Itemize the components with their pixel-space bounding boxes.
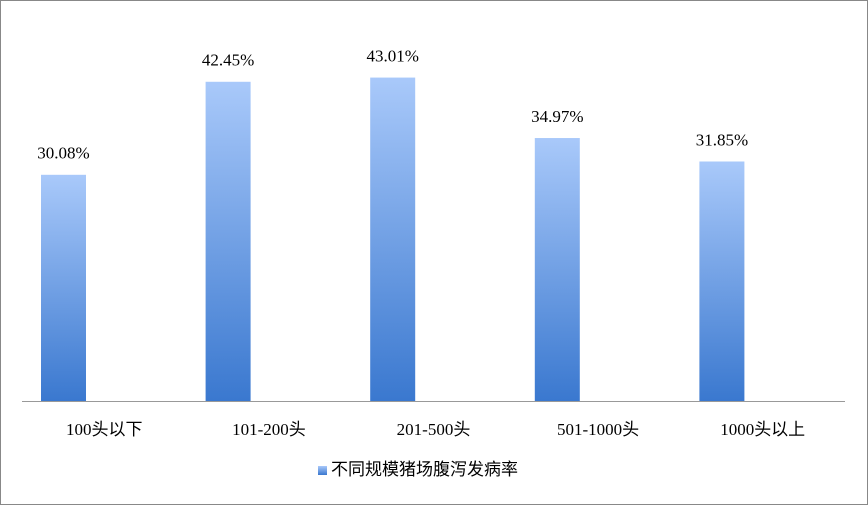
bar — [534, 138, 580, 401]
value-label: 31.85% — [696, 130, 748, 149]
bar — [205, 81, 251, 401]
bar — [41, 174, 86, 401]
bar — [699, 161, 745, 401]
value-label: 42.45% — [202, 51, 254, 70]
x-tick-label: 100头以下 — [66, 420, 143, 439]
x-tick-label: 501-1000头 — [557, 420, 639, 439]
x-tick-label: 101-200头 — [232, 420, 306, 439]
legend-label: 不同规模猪场腹泻发病率 — [331, 460, 518, 479]
x-tick-label: 1000头以上 — [720, 420, 805, 439]
value-label: 30.08% — [37, 144, 89, 163]
bar — [370, 77, 416, 402]
value-label: 34.97% — [531, 107, 583, 126]
legend-swatch — [318, 466, 327, 475]
value-label: 43.01% — [366, 46, 418, 65]
x-tick-label: 201-500头 — [397, 420, 471, 439]
